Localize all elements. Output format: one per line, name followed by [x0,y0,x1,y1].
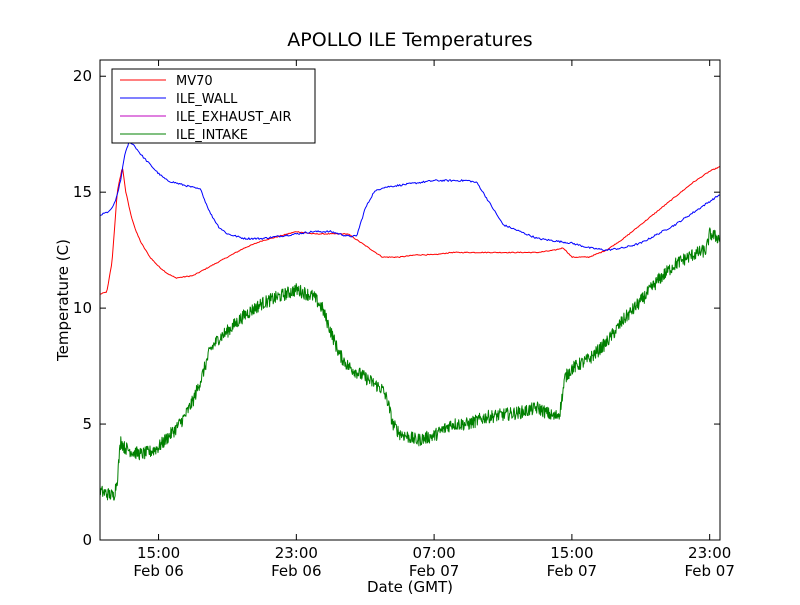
y-tick-label: 20 [73,67,92,85]
y-tick-label: 0 [82,531,92,549]
x-axis-label: Date (GMT) [367,578,453,596]
legend-label: ILE_WALL [176,92,238,107]
legend: MV70 ILE_WALL ILE_EXHAUST_AIR ILE_INTAKE [111,68,316,144]
x-tick-label-time: 15:00 [137,544,180,562]
x-tick-label-date: Feb 07 [409,562,459,580]
x-tick-label-time: 23:00 [688,544,731,562]
legend-label: ILE_INTAKE [176,128,248,143]
x-tick-label-time: 23:00 [275,544,318,562]
plot-frame [99,59,721,541]
y-tick-label: 15 [73,183,92,201]
chart-title: APOLLO ILE Temperatures [287,29,532,51]
y-axis-label: Temperature (C) [54,239,72,362]
legend-box [111,68,316,144]
x-tick-label-date: Feb 07 [684,562,734,580]
legend-label: MV70 [176,74,213,89]
series-layer [99,140,721,501]
y-tick-label: 5 [82,415,92,433]
x-tick-label-date: Feb 06 [271,562,321,580]
series-line-ile-wall [99,140,721,252]
y-tick-label: 10 [73,299,92,317]
series-line-ile-intake [99,227,721,501]
legend-label: ILE_EXHAUST_AIR [176,110,292,125]
series-line-mv70 [99,165,721,295]
x-tick-label-date: Feb 06 [133,562,183,580]
x-tick-label-time: 15:00 [550,544,593,562]
x-tick-label-time: 07:00 [412,544,455,562]
x-tick-label-date: Feb 07 [547,562,597,580]
